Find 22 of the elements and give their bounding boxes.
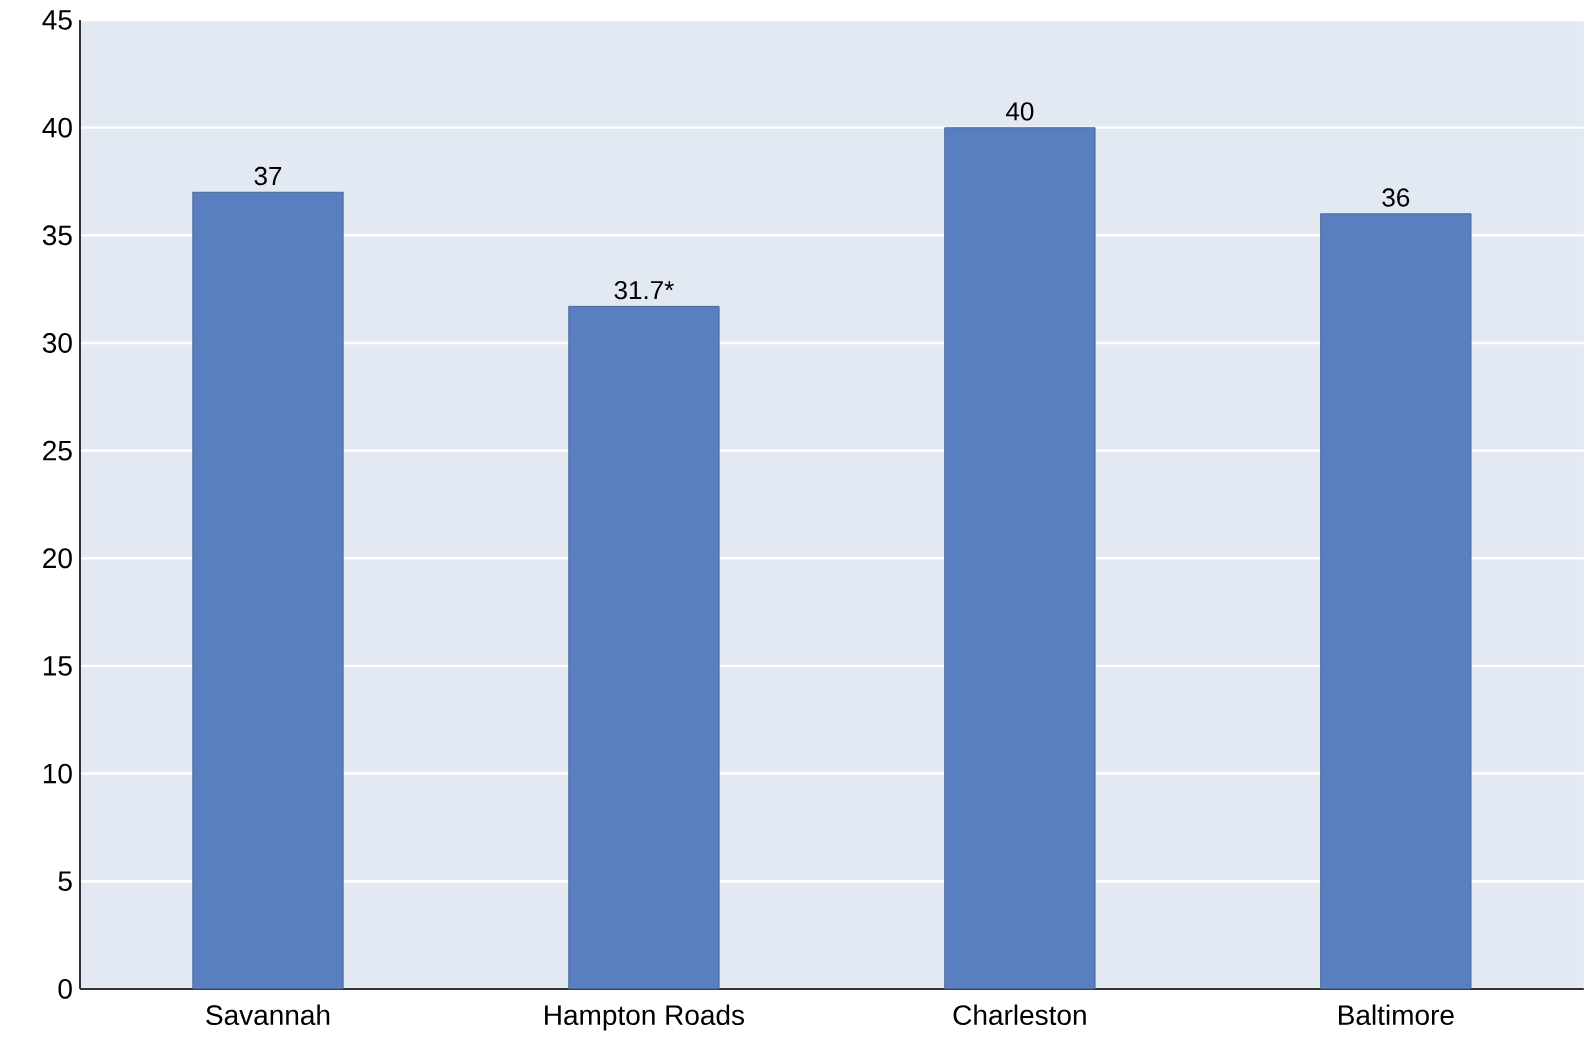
data-label: 37 (254, 166, 282, 186)
data-label: 36 (1382, 188, 1410, 207)
y-tick-label: 35 (42, 225, 72, 246)
bar (568, 306, 720, 990)
y-tick-label: 45 (42, 10, 72, 30)
x-tick-label: Charleston (953, 1004, 1086, 1026)
y-tick-label: 0 (58, 979, 72, 999)
x-tick-label: Savannah (206, 1004, 330, 1026)
y-tick-label: 5 (58, 871, 72, 892)
x-tick-label: Baltimore (1339, 1004, 1454, 1026)
data-label: 31.7* (614, 280, 674, 300)
bar (944, 127, 1096, 990)
y-tick-label: 10 (43, 763, 72, 784)
y-tick-label: 40 (42, 117, 72, 138)
y-tick-label: 25 (43, 440, 72, 461)
x-tick-label: Hampton Roads (545, 1004, 745, 1031)
y-tick-label: 30 (42, 333, 72, 353)
y-tick-label: 20 (43, 548, 72, 569)
bar (1320, 213, 1472, 990)
data-label: 40 (1006, 102, 1034, 121)
y-tick-label: 15 (43, 656, 72, 676)
bar (192, 191, 344, 990)
